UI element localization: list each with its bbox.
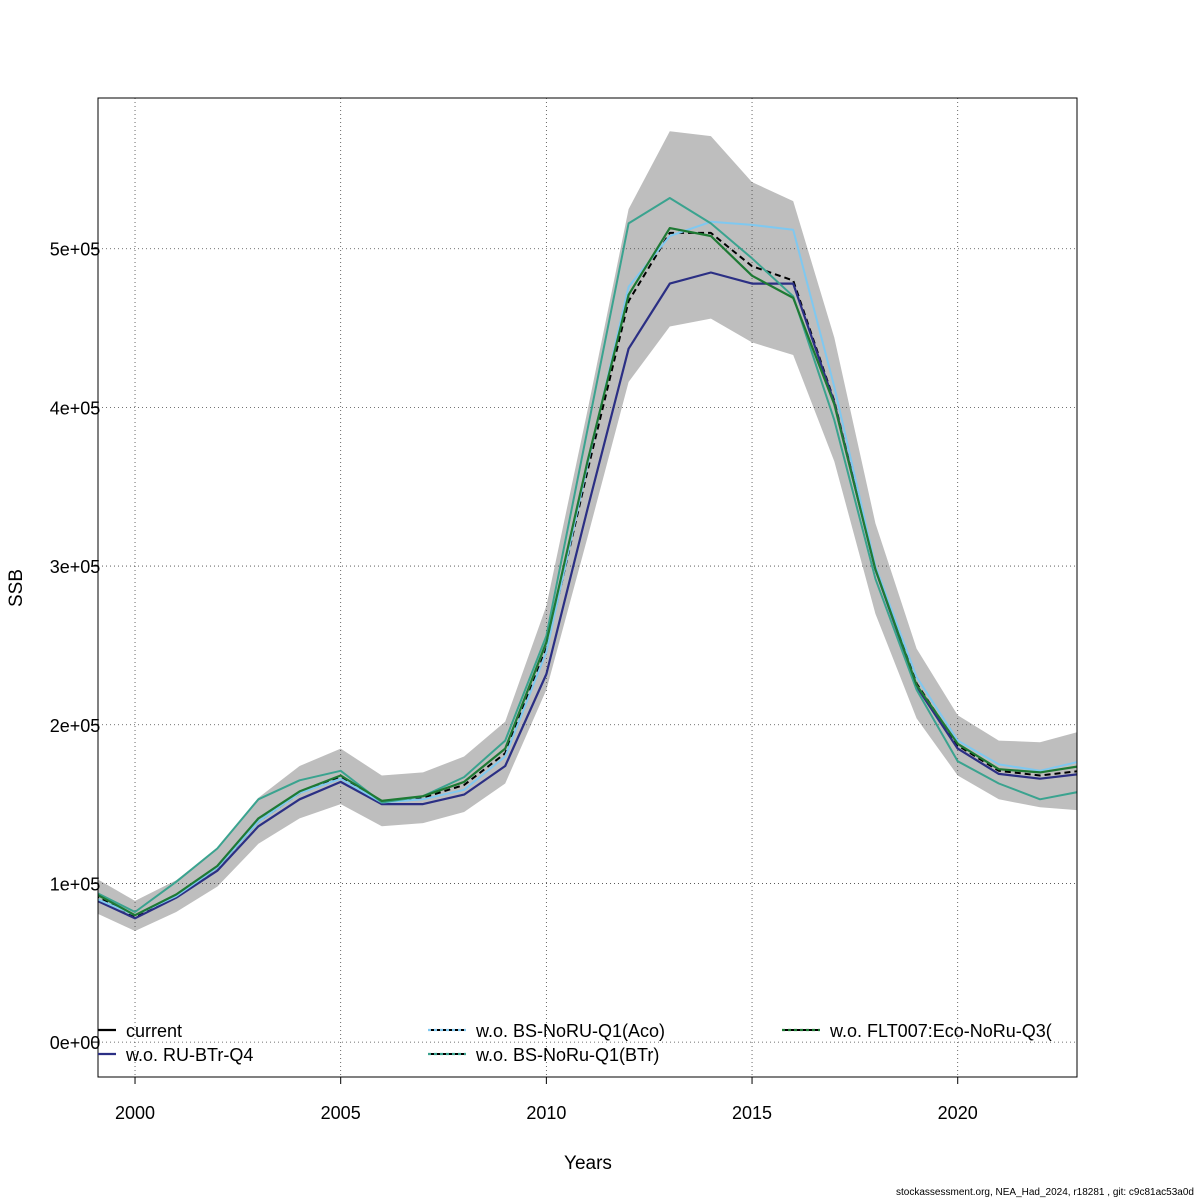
grid-layer bbox=[98, 98, 1077, 1077]
x-tick-label: 2015 bbox=[732, 1103, 772, 1123]
legend: current w.o. RU-BTr-Q4 w.o. BS-NoRU-Q1(Aco… bbox=[98, 1021, 1052, 1065]
series-layer bbox=[98, 197, 1077, 920]
x-tick-label: 2005 bbox=[321, 1103, 361, 1123]
y-tick-label: 3e+05 bbox=[50, 557, 101, 577]
x-tick-label: 2000 bbox=[115, 1103, 155, 1123]
y-tick-label: 1e+05 bbox=[50, 874, 101, 894]
legend-label: w.o. BS-NoRu-Q1(BTr) bbox=[475, 1045, 659, 1065]
y-tick-label: 5e+05 bbox=[50, 240, 101, 260]
confidence-band bbox=[98, 131, 1077, 931]
confidence-band-layer bbox=[98, 131, 1077, 931]
x-tick-label: 2010 bbox=[526, 1103, 566, 1123]
legend-label: current bbox=[126, 1021, 182, 1041]
x-axis-title: Years bbox=[564, 1153, 612, 1174]
series-line-3 bbox=[98, 197, 1077, 913]
y-tick-label: 0e+00 bbox=[50, 1033, 101, 1053]
y-axis-title: SSB bbox=[6, 569, 27, 607]
x-tick-label: 2020 bbox=[938, 1103, 978, 1123]
y-tick-label: 2e+05 bbox=[50, 716, 101, 736]
legend-label: w.o. RU-BTr-Q4 bbox=[125, 1045, 253, 1065]
series-line-0 bbox=[98, 231, 1077, 918]
series-line-2 bbox=[98, 220, 1077, 917]
series-line-4 bbox=[98, 227, 1077, 917]
legend-label: w.o. BS-NoRU-Q1(Aco) bbox=[475, 1021, 665, 1041]
footer-credit: stockassessment.org, NEA_Had_2024, r1828… bbox=[896, 1187, 1194, 1198]
plot-frame bbox=[97, 97, 1078, 1078]
legend-label: w.o. FLT007:Eco-NoRu-Q3( bbox=[829, 1021, 1052, 1041]
axis-ticks: 2000 2005 2010 2015 2020 0e+00 1e+05 2e+05 3e+05… bbox=[50, 240, 978, 1123]
y-tick-label: 4e+05 bbox=[50, 398, 101, 418]
